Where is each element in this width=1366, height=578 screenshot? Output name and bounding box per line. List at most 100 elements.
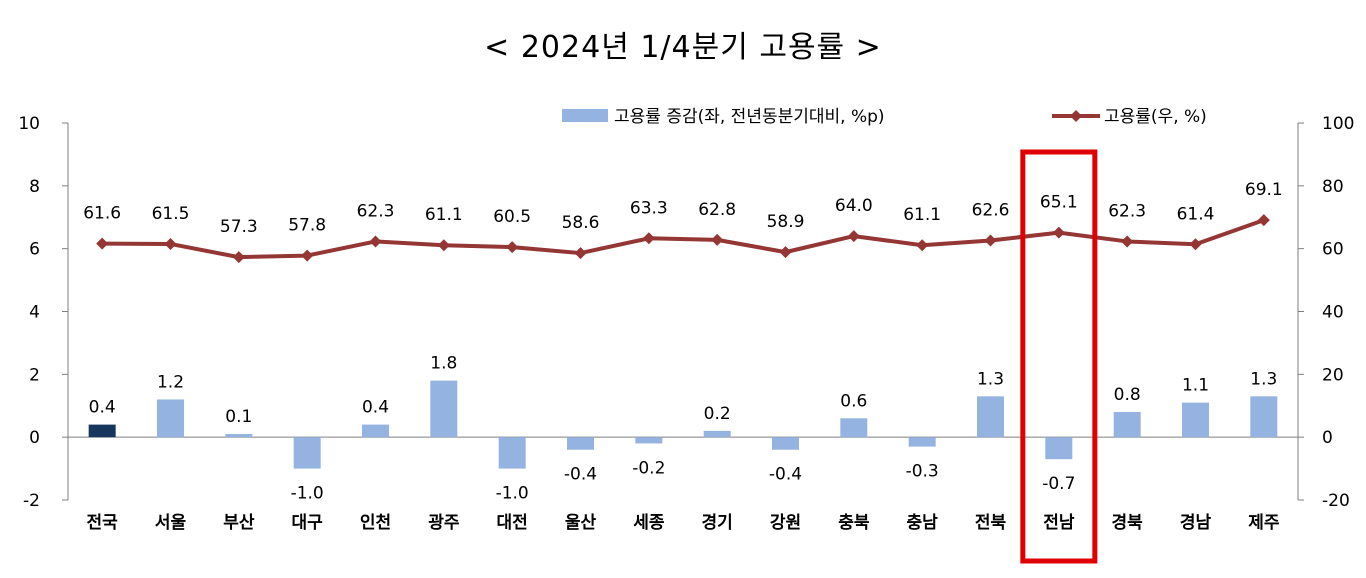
bar (772, 437, 799, 450)
bar-series (88, 380, 1278, 469)
bar-data-label: 1.3 (977, 369, 1004, 389)
category-label: 경기 (702, 513, 733, 533)
category-label: 경북 (1112, 513, 1144, 533)
line-point (1052, 226, 1065, 239)
bar (567, 437, 594, 450)
left-axis-tick-label: 6 (29, 240, 40, 260)
line-data-label: 60.5 (493, 207, 531, 227)
bar (908, 437, 936, 447)
bar (1113, 412, 1141, 438)
line-path (102, 218, 1265, 260)
left-axis-tick-label: -2 (23, 491, 40, 511)
right-axis-tick-label: 40 (1322, 303, 1344, 323)
legend-bar-swatch (562, 109, 608, 122)
bar (635, 437, 663, 444)
bar (498, 437, 526, 469)
category-label: 충북 (838, 513, 870, 533)
line-data-label: 61.1 (425, 205, 463, 225)
left-axis-tick-label: 0 (29, 428, 40, 448)
category-label: 전국 (87, 513, 119, 533)
bar-data-label: -0.4 (769, 465, 802, 485)
line-point (96, 237, 109, 250)
bar-data-label: -0.4 (564, 465, 597, 485)
line-data-label: 57.3 (220, 217, 258, 237)
line-data-label: 61.1 (903, 205, 941, 225)
line-data-label: 62.3 (1108, 201, 1146, 221)
line-point (369, 235, 382, 248)
bar-data-label: 1.2 (157, 372, 184, 392)
bar-data-label: 0.1 (225, 407, 252, 427)
line-data-label: 57.8 (288, 216, 326, 236)
highlight-group (1020, 149, 1098, 564)
bar (362, 424, 389, 438)
line-point (916, 239, 929, 252)
legend: 고용률 증감(좌, 전년동분기대비, %p) 고용률(우, %) (562, 107, 1207, 127)
left-axis-tick-label: 10 (18, 114, 40, 134)
chart-title: < 2024년 1/4분기 고용률 > (484, 30, 882, 65)
right-axis-tick-label: 0 (1322, 428, 1333, 448)
right-axis-tick-label: -20 (1322, 491, 1350, 511)
bar (157, 399, 184, 438)
line-point (301, 249, 314, 262)
bar (1045, 437, 1073, 460)
right-axis-tick-label: 100 (1322, 114, 1354, 134)
category-label: 전북 (975, 513, 1007, 533)
bar-data-label: -1.0 (291, 484, 324, 504)
line-point (984, 234, 997, 247)
bar-data-label: -0.7 (1042, 474, 1075, 494)
bar-data-label: 1.8 (430, 354, 457, 374)
bar (1182, 402, 1209, 438)
category-label: 충남 (907, 513, 939, 533)
line-point (779, 246, 792, 259)
line-data-label: 62.8 (698, 200, 736, 220)
bar-data-label: -0.2 (632, 458, 665, 478)
category-label: 광주 (428, 513, 460, 533)
line-point (711, 233, 724, 246)
left-axis-tick-label: 4 (29, 303, 40, 323)
bar-data-label: 0.4 (362, 398, 389, 418)
line-point (437, 239, 450, 252)
left-axis-tick-label: 2 (29, 365, 40, 385)
bar-data-label: 0.6 (840, 391, 867, 411)
legend-bar-label: 고용률 증감(좌, 전년동분기대비, %p) (614, 107, 885, 127)
line-data-label: 61.4 (1177, 204, 1215, 224)
bar-data-label: 1.3 (1250, 369, 1277, 389)
bar (1250, 396, 1278, 438)
category-label: 강원 (770, 513, 801, 533)
category-label: 대전 (497, 513, 528, 533)
line-series (96, 214, 1270, 264)
line-data-label: 64.0 (835, 196, 873, 216)
bar (977, 396, 1004, 438)
category-label: 경남 (1180, 513, 1212, 533)
right-axis-tick-label: 20 (1322, 365, 1344, 385)
right-axis-tick-label: 80 (1322, 177, 1344, 197)
category-label: 세종 (633, 513, 665, 533)
category-label: 부산 (223, 513, 255, 533)
bar (88, 424, 116, 438)
bar-data-label: 0.4 (89, 398, 116, 418)
right-axis-tick-label: 60 (1322, 240, 1344, 260)
line-point (1257, 214, 1270, 227)
line-point (642, 232, 655, 245)
line-data-label: 58.6 (562, 213, 600, 233)
line-point (164, 237, 177, 250)
bar (293, 437, 321, 469)
line-data-label: 65.1 (1040, 193, 1078, 213)
legend-line-marker (1070, 110, 1082, 122)
bar-data-label: 1.1 (1182, 376, 1209, 396)
category-label: 대구 (292, 513, 324, 533)
bar-data-label: 0.2 (704, 404, 731, 424)
category-label: 인천 (360, 513, 391, 533)
left-axis-tick-label: 8 (29, 177, 40, 197)
line-data-label: 61.5 (152, 204, 190, 224)
line-data-label: 62.3 (357, 201, 395, 221)
line-point (232, 251, 245, 264)
category-label: 서울 (155, 513, 187, 533)
bar (430, 380, 458, 438)
line-point (847, 230, 860, 243)
line-data-label: 69.1 (1245, 180, 1283, 200)
category-label: 전남 (1043, 513, 1075, 533)
line-data-label: 63.3 (630, 198, 668, 218)
category-label: 울산 (565, 513, 597, 533)
